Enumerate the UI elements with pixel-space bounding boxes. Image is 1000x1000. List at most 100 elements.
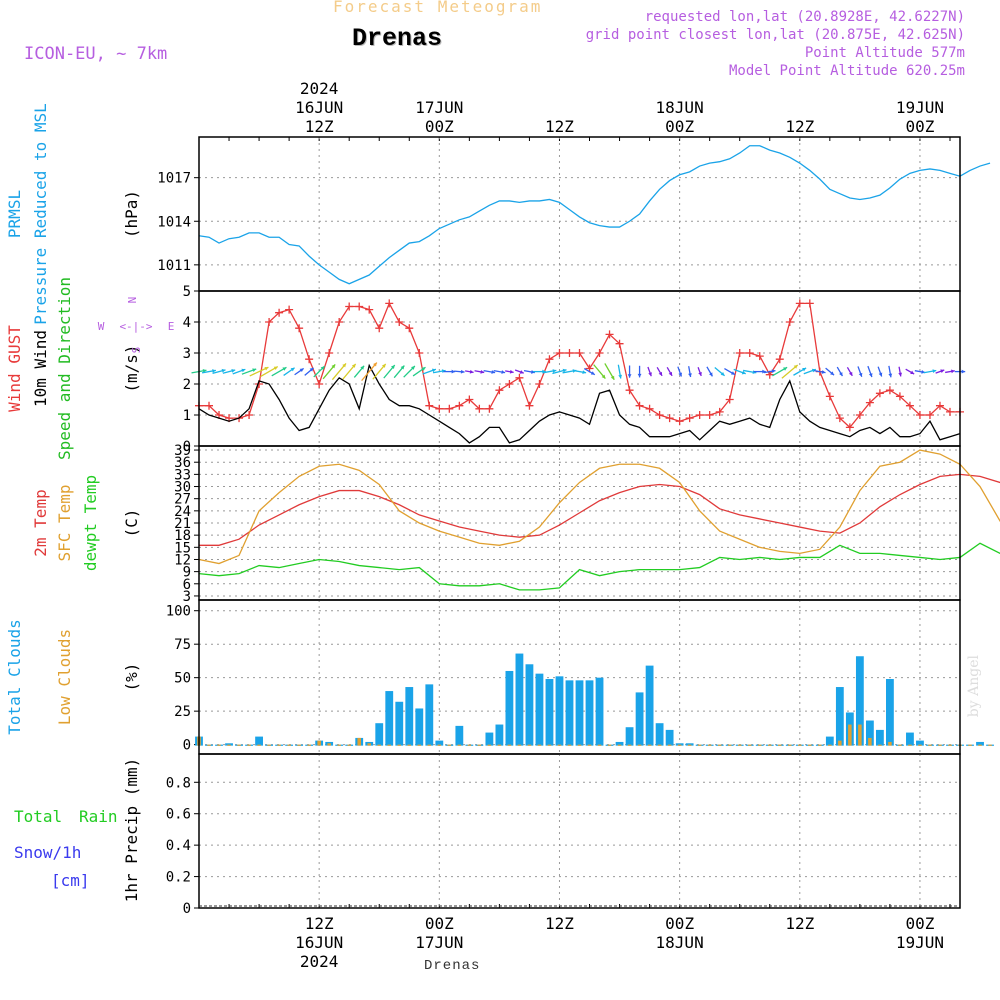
gust-point-marker bbox=[425, 401, 434, 410]
wind-direction-arrow bbox=[604, 363, 615, 381]
wind-direction-arrow bbox=[888, 365, 893, 378]
low-cloud-bar bbox=[647, 744, 652, 746]
wind-direction-arrow bbox=[443, 369, 456, 374]
low-cloud-bar bbox=[788, 744, 792, 746]
low-cloud-bar bbox=[878, 744, 882, 746]
wind-arrow-head bbox=[921, 370, 926, 374]
panel-wind: 0 1 2 3 4 5 Wind GUST 10m Wind Speed and Directi… bbox=[5, 277, 966, 460]
wind-arrow-head bbox=[273, 366, 278, 371]
total-cloud-bar bbox=[395, 701, 404, 746]
panel-label: Rain bbox=[79, 807, 118, 826]
y-tick-label: 100 bbox=[166, 604, 191, 620]
total-cloud-bar bbox=[595, 677, 604, 746]
total-cloud-bar bbox=[385, 691, 394, 746]
wind-direction-arrow bbox=[627, 365, 632, 378]
gust-point-marker bbox=[375, 324, 384, 333]
gust-point-marker bbox=[635, 401, 644, 410]
low-cloud-bar bbox=[507, 744, 512, 746]
gust-point-marker bbox=[895, 392, 904, 401]
panel-label: Low Clouds bbox=[55, 629, 74, 725]
total-cloud-bar bbox=[685, 743, 694, 746]
gust-point-marker bbox=[285, 305, 294, 314]
total-cloud-bar bbox=[865, 720, 874, 746]
low-cloud-bar bbox=[687, 744, 692, 746]
wind-direction-arrow bbox=[202, 369, 217, 374]
panel-label: SFC Temp bbox=[55, 484, 74, 561]
y-tick-label: 21 bbox=[174, 516, 191, 532]
low-cloud-bar bbox=[597, 744, 602, 746]
total-cloud-bar bbox=[375, 723, 384, 746]
top-time-label: 12Z bbox=[785, 117, 814, 136]
low-cloud-bar bbox=[307, 744, 311, 746]
total-cloud-bar bbox=[916, 740, 924, 746]
panel-label: dewpt Temp bbox=[81, 475, 100, 571]
low-cloud-bar bbox=[237, 744, 241, 746]
chart-title: Forecast Meteogram bbox=[333, 0, 543, 16]
wind-direction-arrow bbox=[465, 369, 474, 374]
low-cloud-bar bbox=[918, 744, 922, 746]
panel-label: Total Clouds bbox=[5, 619, 24, 735]
gust-point-marker bbox=[245, 411, 254, 419]
grid-point-coords: grid point closest lon,lat (20.875E, 42.… bbox=[585, 27, 965, 43]
gust-point-marker bbox=[945, 407, 954, 416]
wind-direction-arrow bbox=[867, 365, 873, 378]
wind-arrow-head bbox=[910, 370, 915, 375]
total-cloud-bar bbox=[545, 679, 554, 746]
wind-direction-arrow bbox=[331, 363, 347, 381]
low-cloud-bar bbox=[757, 744, 762, 746]
wind-direction-arrow bbox=[905, 368, 915, 375]
total-cloud-bar bbox=[835, 687, 844, 746]
wind-direction-arrow bbox=[361, 362, 378, 382]
wind-direction-arrow bbox=[322, 363, 336, 380]
wind-arrow-head bbox=[290, 367, 295, 372]
gust-point-marker bbox=[805, 299, 814, 308]
wind-direction-arrow bbox=[935, 369, 945, 374]
total-cloud-bar bbox=[505, 670, 514, 746]
panel-label: Total bbox=[14, 807, 62, 826]
wind-arrow-head bbox=[898, 372, 903, 377]
low-cloud-bar bbox=[717, 744, 722, 746]
gust-point-marker bbox=[525, 401, 534, 410]
gust-point-marker bbox=[785, 318, 794, 326]
y-tick-label: 25 bbox=[174, 704, 191, 720]
total-cloud-bar bbox=[555, 676, 564, 746]
total-cloud-bar bbox=[565, 680, 574, 746]
gust-point-marker bbox=[465, 395, 474, 404]
wind-arrow-head bbox=[637, 373, 642, 378]
low-cloud-bar bbox=[257, 744, 261, 746]
y-tick-label: 1011 bbox=[157, 258, 191, 274]
wind-direction-arrow bbox=[222, 368, 236, 374]
panel-precip: 0 0.2 0.4 0.6 0.8 Total Rain Snow/1h [cm] 1hr Pre… bbox=[14, 753, 961, 917]
gust-point-marker bbox=[735, 349, 744, 357]
bottom-time-label: 19JUN bbox=[896, 933, 944, 952]
wind-arrow-head bbox=[618, 374, 623, 379]
wind-arrow-head bbox=[400, 365, 405, 370]
low-cloud-bar bbox=[928, 744, 932, 746]
wind-direction-arrow bbox=[637, 365, 642, 378]
top-time-label: 00Z bbox=[425, 117, 454, 136]
panel-label: Wind GUST bbox=[5, 325, 24, 412]
total-cloud-bar bbox=[515, 653, 524, 746]
gust-point-marker bbox=[275, 308, 284, 317]
gust-point-marker bbox=[865, 398, 874, 407]
gust-point-marker bbox=[295, 324, 304, 333]
wind-arrow-head bbox=[552, 369, 557, 373]
compass-arrows: <-|-> bbox=[119, 320, 152, 333]
wind-direction-arrow bbox=[552, 368, 567, 375]
low-cloud-bar bbox=[968, 744, 972, 746]
wind-arrow-head bbox=[590, 371, 595, 375]
panel-label: Speed and Direction bbox=[55, 277, 74, 460]
wind-arrow-head bbox=[730, 371, 735, 375]
panel-unit-label: (hPa) bbox=[122, 190, 141, 238]
low-cloud-bar bbox=[577, 744, 582, 746]
location-title: Drenas bbox=[352, 24, 443, 53]
wind-direction-arrow bbox=[474, 369, 485, 374]
panel-unit-label: 1hr Precip (mm) bbox=[122, 758, 141, 903]
wind-arrow-head bbox=[771, 369, 776, 374]
wind-direction-arrow bbox=[249, 366, 269, 377]
wind-arrow-head bbox=[783, 367, 788, 371]
y-tick-label: 4 bbox=[183, 315, 191, 331]
panel-label: 10m Wind bbox=[31, 330, 50, 407]
wind-arrow-head bbox=[264, 366, 269, 371]
panel-frame bbox=[198, 753, 961, 909]
